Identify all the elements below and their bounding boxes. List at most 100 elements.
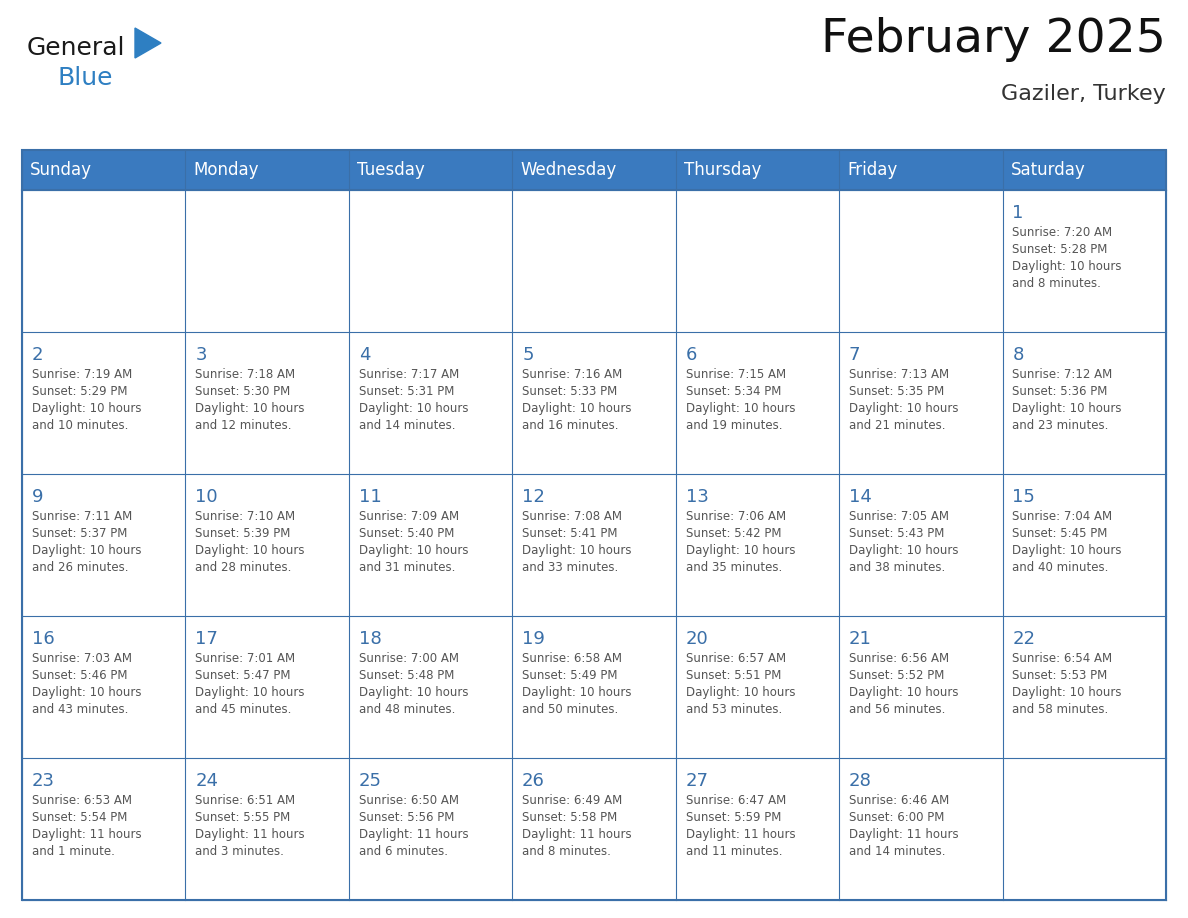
Bar — [185, 332, 349, 474]
Bar — [512, 474, 676, 616]
Text: Friday: Friday — [847, 161, 898, 179]
Text: Sunrise: 7:03 AM
Sunset: 5:46 PM
Daylight: 10 hours
and 43 minutes.: Sunrise: 7:03 AM Sunset: 5:46 PM Dayligh… — [32, 652, 141, 716]
Text: 23: 23 — [32, 772, 55, 790]
Bar — [676, 150, 839, 190]
Text: 13: 13 — [685, 488, 708, 506]
Bar — [23, 758, 185, 900]
Bar — [349, 758, 512, 900]
Bar — [185, 758, 349, 900]
Text: Saturday: Saturday — [1011, 161, 1086, 179]
Text: Sunrise: 7:10 AM
Sunset: 5:39 PM
Daylight: 10 hours
and 28 minutes.: Sunrise: 7:10 AM Sunset: 5:39 PM Dayligh… — [195, 510, 305, 574]
Text: Monday: Monday — [194, 161, 259, 179]
Text: Sunrise: 6:50 AM
Sunset: 5:56 PM
Daylight: 11 hours
and 6 minutes.: Sunrise: 6:50 AM Sunset: 5:56 PM Dayligh… — [359, 794, 468, 858]
Bar — [23, 332, 185, 474]
Text: Gaziler, Turkey: Gaziler, Turkey — [1001, 84, 1165, 104]
Text: Sunrise: 7:09 AM
Sunset: 5:40 PM
Daylight: 10 hours
and 31 minutes.: Sunrise: 7:09 AM Sunset: 5:40 PM Dayligh… — [359, 510, 468, 574]
Text: 24: 24 — [195, 772, 219, 790]
Bar — [185, 190, 349, 332]
Bar — [512, 150, 676, 190]
Text: 21: 21 — [849, 630, 872, 648]
Text: 15: 15 — [1012, 488, 1035, 506]
Text: 11: 11 — [359, 488, 381, 506]
Text: 10: 10 — [195, 488, 217, 506]
Bar — [23, 616, 185, 758]
Text: 1: 1 — [1012, 204, 1024, 222]
Bar — [349, 190, 512, 332]
Text: Sunrise: 6:49 AM
Sunset: 5:58 PM
Daylight: 11 hours
and 8 minutes.: Sunrise: 6:49 AM Sunset: 5:58 PM Dayligh… — [522, 794, 632, 858]
Text: Sunrise: 6:47 AM
Sunset: 5:59 PM
Daylight: 11 hours
and 11 minutes.: Sunrise: 6:47 AM Sunset: 5:59 PM Dayligh… — [685, 794, 795, 858]
Text: Sunrise: 7:16 AM
Sunset: 5:33 PM
Daylight: 10 hours
and 16 minutes.: Sunrise: 7:16 AM Sunset: 5:33 PM Dayligh… — [522, 368, 632, 432]
Text: 27: 27 — [685, 772, 708, 790]
Bar — [512, 758, 676, 900]
Text: Sunrise: 6:53 AM
Sunset: 5:54 PM
Daylight: 11 hours
and 1 minute.: Sunrise: 6:53 AM Sunset: 5:54 PM Dayligh… — [32, 794, 141, 858]
Bar — [1003, 150, 1165, 190]
Bar — [839, 190, 1003, 332]
Bar — [1003, 474, 1165, 616]
Text: 20: 20 — [685, 630, 708, 648]
Text: Sunrise: 6:57 AM
Sunset: 5:51 PM
Daylight: 10 hours
and 53 minutes.: Sunrise: 6:57 AM Sunset: 5:51 PM Dayligh… — [685, 652, 795, 716]
Text: Sunrise: 7:06 AM
Sunset: 5:42 PM
Daylight: 10 hours
and 35 minutes.: Sunrise: 7:06 AM Sunset: 5:42 PM Dayligh… — [685, 510, 795, 574]
Text: Sunrise: 7:20 AM
Sunset: 5:28 PM
Daylight: 10 hours
and 8 minutes.: Sunrise: 7:20 AM Sunset: 5:28 PM Dayligh… — [1012, 226, 1121, 290]
Bar — [839, 474, 1003, 616]
Bar — [676, 616, 839, 758]
Bar — [349, 474, 512, 616]
Text: Sunrise: 7:12 AM
Sunset: 5:36 PM
Daylight: 10 hours
and 23 minutes.: Sunrise: 7:12 AM Sunset: 5:36 PM Dayligh… — [1012, 368, 1121, 432]
Text: General: General — [27, 36, 126, 60]
Bar — [1003, 190, 1165, 332]
Bar — [676, 332, 839, 474]
Text: 9: 9 — [32, 488, 43, 506]
Text: 17: 17 — [195, 630, 219, 648]
Bar — [676, 190, 839, 332]
Bar — [512, 332, 676, 474]
Text: Sunrise: 7:04 AM
Sunset: 5:45 PM
Daylight: 10 hours
and 40 minutes.: Sunrise: 7:04 AM Sunset: 5:45 PM Dayligh… — [1012, 510, 1121, 574]
Text: Sunrise: 7:01 AM
Sunset: 5:47 PM
Daylight: 10 hours
and 45 minutes.: Sunrise: 7:01 AM Sunset: 5:47 PM Dayligh… — [195, 652, 305, 716]
Bar — [1003, 758, 1165, 900]
Text: 22: 22 — [1012, 630, 1036, 648]
Text: Sunrise: 6:56 AM
Sunset: 5:52 PM
Daylight: 10 hours
and 56 minutes.: Sunrise: 6:56 AM Sunset: 5:52 PM Dayligh… — [849, 652, 959, 716]
Text: 18: 18 — [359, 630, 381, 648]
Text: 8: 8 — [1012, 346, 1024, 364]
Text: Sunrise: 6:58 AM
Sunset: 5:49 PM
Daylight: 10 hours
and 50 minutes.: Sunrise: 6:58 AM Sunset: 5:49 PM Dayligh… — [522, 652, 632, 716]
Text: Sunrise: 6:46 AM
Sunset: 6:00 PM
Daylight: 11 hours
and 14 minutes.: Sunrise: 6:46 AM Sunset: 6:00 PM Dayligh… — [849, 794, 959, 858]
Text: 19: 19 — [522, 630, 545, 648]
Text: Sunrise: 7:05 AM
Sunset: 5:43 PM
Daylight: 10 hours
and 38 minutes.: Sunrise: 7:05 AM Sunset: 5:43 PM Dayligh… — [849, 510, 959, 574]
Text: 6: 6 — [685, 346, 697, 364]
Text: 4: 4 — [359, 346, 371, 364]
Text: Sunrise: 6:51 AM
Sunset: 5:55 PM
Daylight: 11 hours
and 3 minutes.: Sunrise: 6:51 AM Sunset: 5:55 PM Dayligh… — [195, 794, 305, 858]
Text: February 2025: February 2025 — [821, 17, 1165, 62]
Text: Sunday: Sunday — [30, 161, 93, 179]
Text: 16: 16 — [32, 630, 55, 648]
Bar — [23, 150, 1165, 900]
Text: 28: 28 — [849, 772, 872, 790]
Text: Sunrise: 6:54 AM
Sunset: 5:53 PM
Daylight: 10 hours
and 58 minutes.: Sunrise: 6:54 AM Sunset: 5:53 PM Dayligh… — [1012, 652, 1121, 716]
Text: 7: 7 — [849, 346, 860, 364]
Bar — [512, 190, 676, 332]
Bar — [676, 758, 839, 900]
Text: 3: 3 — [195, 346, 207, 364]
Bar — [349, 150, 512, 190]
Bar — [1003, 616, 1165, 758]
Text: Sunrise: 7:15 AM
Sunset: 5:34 PM
Daylight: 10 hours
and 19 minutes.: Sunrise: 7:15 AM Sunset: 5:34 PM Dayligh… — [685, 368, 795, 432]
Text: 14: 14 — [849, 488, 872, 506]
Text: 12: 12 — [522, 488, 545, 506]
Bar — [185, 150, 349, 190]
Text: Sunrise: 7:17 AM
Sunset: 5:31 PM
Daylight: 10 hours
and 14 minutes.: Sunrise: 7:17 AM Sunset: 5:31 PM Dayligh… — [359, 368, 468, 432]
Text: 2: 2 — [32, 346, 43, 364]
Bar — [839, 150, 1003, 190]
Text: Sunrise: 7:08 AM
Sunset: 5:41 PM
Daylight: 10 hours
and 33 minutes.: Sunrise: 7:08 AM Sunset: 5:41 PM Dayligh… — [522, 510, 632, 574]
Text: 25: 25 — [359, 772, 381, 790]
Bar — [23, 150, 185, 190]
Bar — [349, 332, 512, 474]
Bar — [676, 474, 839, 616]
Bar — [512, 616, 676, 758]
Bar — [185, 616, 349, 758]
Text: Thursday: Thursday — [684, 161, 762, 179]
Bar — [839, 332, 1003, 474]
Bar — [349, 616, 512, 758]
Text: Sunrise: 7:18 AM
Sunset: 5:30 PM
Daylight: 10 hours
and 12 minutes.: Sunrise: 7:18 AM Sunset: 5:30 PM Dayligh… — [195, 368, 305, 432]
Text: Sunrise: 7:00 AM
Sunset: 5:48 PM
Daylight: 10 hours
and 48 minutes.: Sunrise: 7:00 AM Sunset: 5:48 PM Dayligh… — [359, 652, 468, 716]
Bar — [23, 474, 185, 616]
Text: Wednesday: Wednesday — [520, 161, 617, 179]
Bar — [23, 190, 185, 332]
Text: Sunrise: 7:11 AM
Sunset: 5:37 PM
Daylight: 10 hours
and 26 minutes.: Sunrise: 7:11 AM Sunset: 5:37 PM Dayligh… — [32, 510, 141, 574]
